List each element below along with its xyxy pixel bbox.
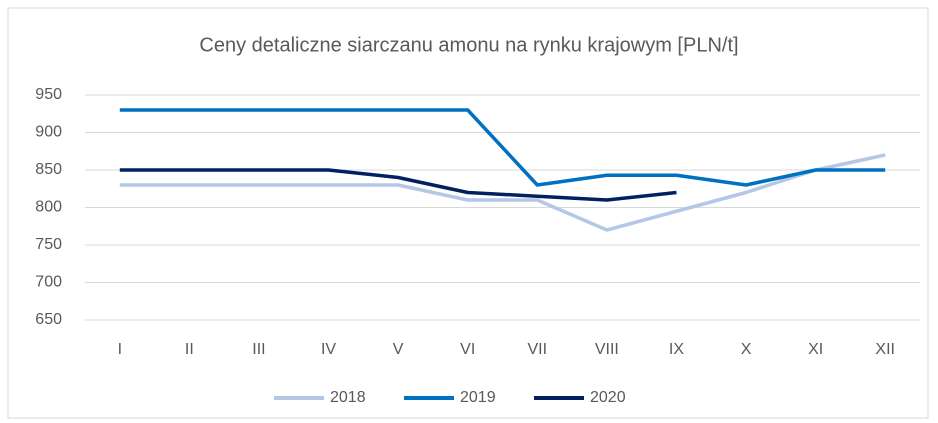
x-tick-label: VII <box>528 341 548 358</box>
x-tick-label: IX <box>669 341 684 358</box>
y-tick-label: 750 <box>35 236 62 253</box>
y-tick-label: 650 <box>35 311 62 328</box>
y-tick-label: 950 <box>35 86 62 103</box>
series-line <box>119 153 886 232</box>
x-tick-label: V <box>393 341 404 358</box>
y-tick-label: 900 <box>35 124 62 141</box>
x-tick-label: I <box>118 341 122 358</box>
x-tick-label: IV <box>321 341 336 358</box>
x-tick-label: VIII <box>595 341 619 358</box>
x-tick-label: XII <box>875 341 895 358</box>
y-tick-label: 800 <box>35 199 62 216</box>
legend-label: 2019 <box>460 389 496 406</box>
y-tick-label: 700 <box>35 274 62 291</box>
legend-label: 2018 <box>330 389 366 406</box>
x-tick-label: X <box>741 341 752 358</box>
x-tick-label: III <box>252 341 265 358</box>
chart-title: Ceny detaliczne siarczanu amonu na rynku… <box>199 34 738 56</box>
x-tick-label: VI <box>460 341 475 358</box>
x-tick-label: II <box>185 341 194 358</box>
chart-border <box>7 7 929 419</box>
y-tick-label: 850 <box>35 161 62 178</box>
legend-label: 2020 <box>590 389 626 406</box>
series-line <box>119 168 677 202</box>
x-tick-label: XI <box>808 341 823 358</box>
series-line <box>119 108 886 187</box>
